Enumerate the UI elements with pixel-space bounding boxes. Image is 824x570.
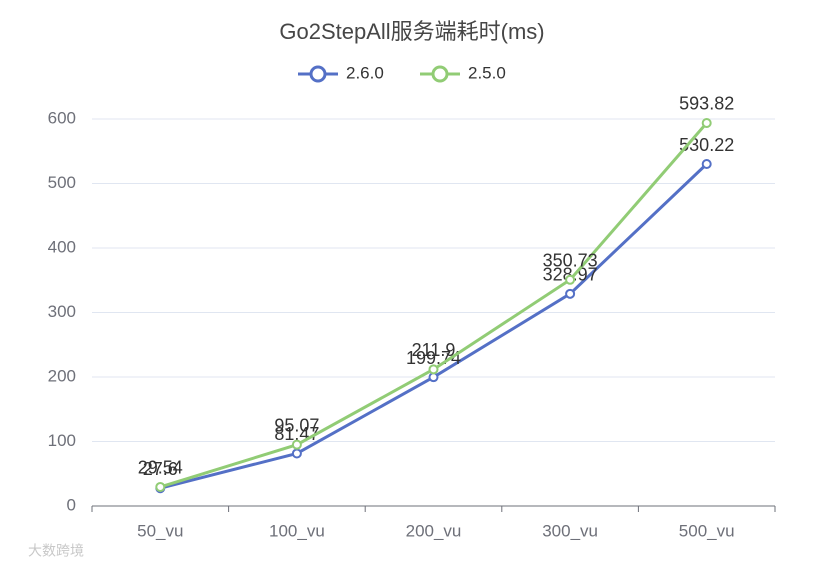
point: [565, 288, 576, 299]
point: [155, 481, 166, 492]
x-tick-label: 200_vu: [406, 521, 462, 540]
point: [428, 372, 439, 383]
y-tick-label: 400: [48, 237, 76, 256]
point: [291, 448, 302, 459]
series-line: [159, 122, 708, 489]
legend-marker: [431, 65, 449, 83]
value-label: 199.74: [406, 348, 461, 368]
x-tick-label: 500_vu: [679, 521, 735, 540]
value-label: 350.73: [543, 251, 598, 271]
value-label: 27.6: [143, 459, 178, 479]
x-tick-label: 300_vu: [542, 521, 598, 540]
y-tick-label: 600: [48, 108, 76, 127]
value-label: 95.07: [274, 415, 319, 435]
value-label: 211.9: [412, 340, 456, 360]
y-tick-label: 200: [48, 366, 76, 385]
point: [565, 274, 576, 285]
chart-title: Go2StepAll服务端耗时(ms): [279, 19, 544, 44]
point: [701, 159, 712, 170]
y-tick-label: 100: [48, 431, 76, 450]
point: [291, 439, 302, 450]
y-tick-label: 300: [48, 302, 76, 321]
legend-marker: [309, 65, 327, 83]
legend-label: 2.6.0: [346, 63, 384, 82]
y-tick-label: 500: [48, 173, 76, 192]
value-label: 29.54: [138, 458, 183, 478]
x-tick-label: 50_vu: [137, 521, 183, 540]
value-label: 593.82: [679, 94, 734, 114]
value-label: 328.97: [543, 265, 598, 285]
series-line: [159, 162, 708, 490]
x-tick-label: 100_vu: [269, 521, 325, 540]
y-tick-label: 0: [67, 495, 76, 514]
point: [701, 117, 712, 128]
legend-label: 2.5.0: [468, 63, 506, 82]
watermark: 大数跨境: [28, 543, 84, 559]
point: [428, 364, 439, 375]
